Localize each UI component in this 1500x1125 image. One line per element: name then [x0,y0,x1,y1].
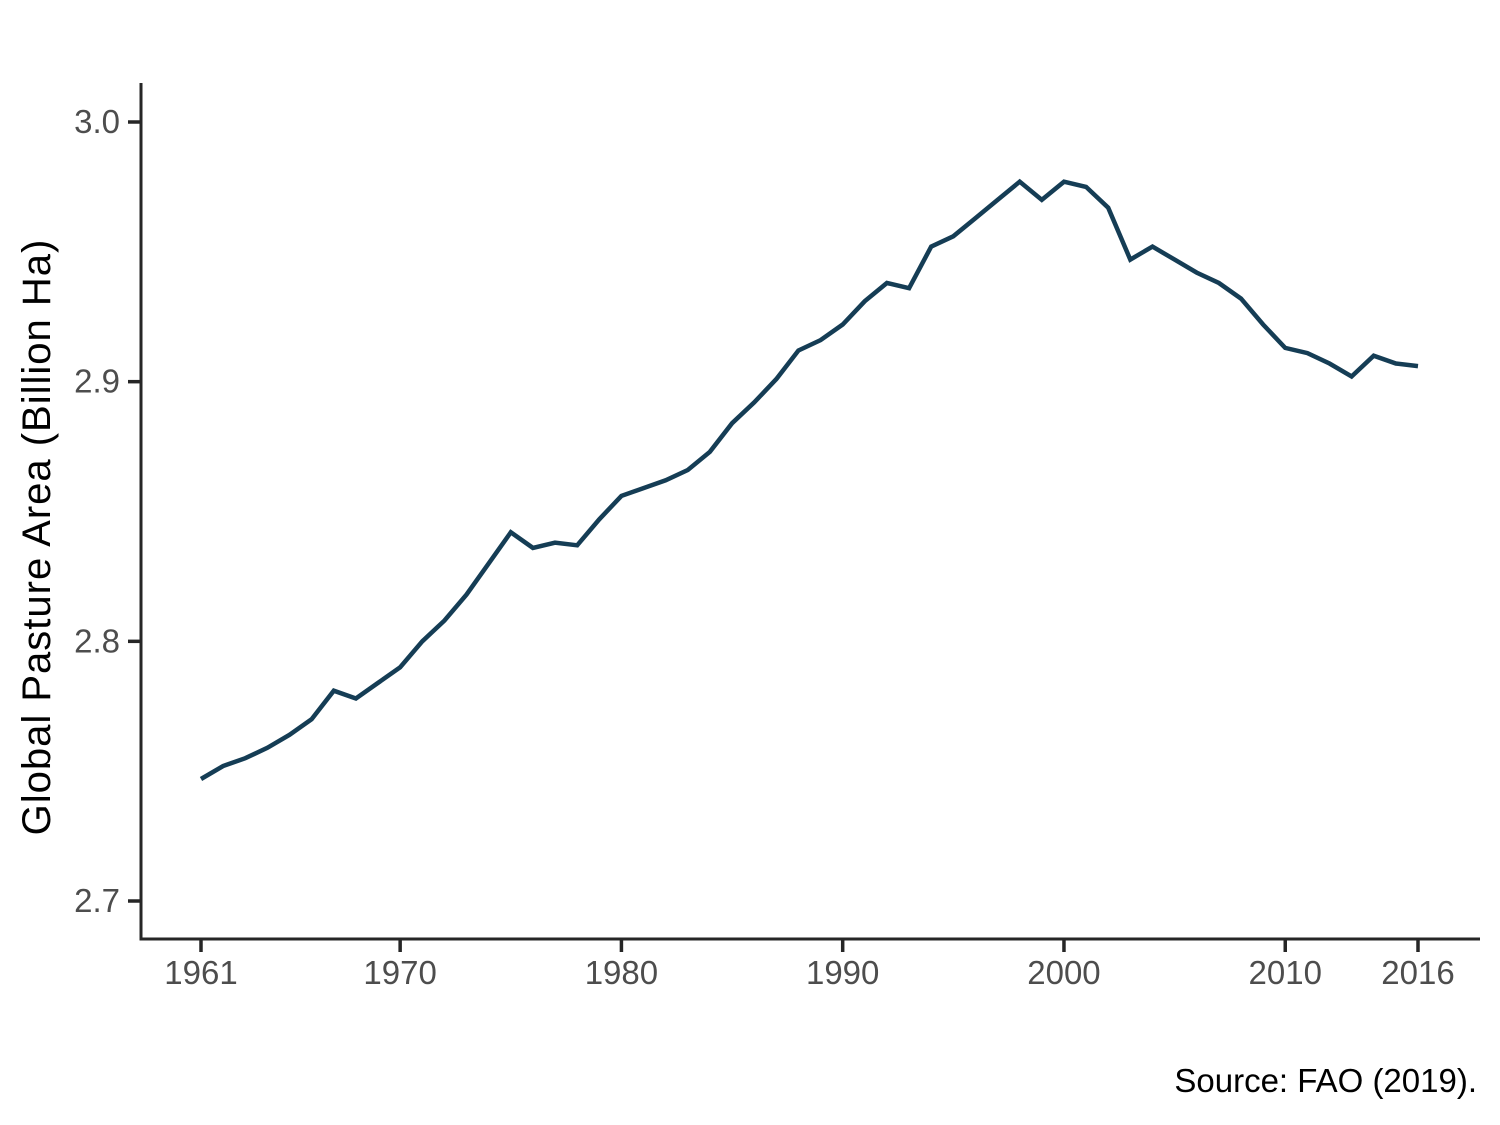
x-tick-label: 1961 [164,954,237,991]
y-tick-label: 2.8 [74,622,120,659]
x-tick-label: 1990 [806,954,879,991]
y-tick-label: 3.0 [74,103,120,140]
y-tick-label: 2.7 [74,882,120,919]
axis-ticks: 1961 1970 1980 1990 2000 2010 2016 2.7 2.8 2.9 3.0 [74,103,1455,991]
y-tick-label: 2.9 [74,363,120,400]
pasture-area-series-line [199,178,1419,781]
x-tick-label: 2016 [1381,954,1454,991]
x-tick-label: 2010 [1249,954,1322,991]
x-tick-label: 2000 [1027,954,1100,991]
x-tick-label: 1980 [585,954,658,991]
source-caption: Source: FAO (2019). [1174,1062,1477,1099]
x-tick-label: 1970 [363,954,436,991]
y-axis-title: Global Pasture Area (Billion Ha) [15,239,59,836]
